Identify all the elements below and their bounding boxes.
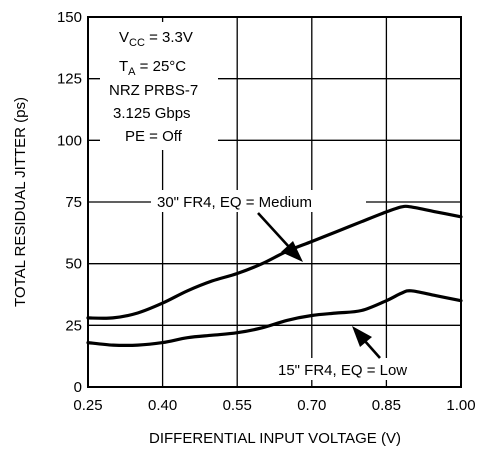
annotation-medium-label: 30" FR4, EQ = Medium [157,194,312,211]
annotation-low: 15" FR4, EQ = Low [274,326,450,380]
y-tick-label: 25 [65,317,82,334]
x-tick-label: 0.70 [297,397,326,414]
condition-rate: 3.125 Gbps [113,105,191,122]
x-tick-label: 0.25 [73,397,102,414]
condition-pattern: NRZ PRBS-7 [109,82,198,99]
annotation-low-background [274,358,450,380]
annotation-low-arrow [363,339,381,359]
x-tick-label: 1.00 [446,397,475,414]
x-tick-label: 0.85 [372,397,401,414]
y-tick-label: 0 [74,379,82,396]
condition-vcc: VCC = 3.3V [119,29,193,49]
condition-ta: TA = 25°C [119,58,186,78]
series-line-medium [86,204,463,320]
annotation-medium-arrowhead [281,241,303,262]
series-line-low [86,289,463,347]
y-tick-label: 100 [57,132,82,149]
conditions-block: VCC = 3.3V TA = 25°C NRZ PRBS-7 3.125 Gb… [100,22,218,150]
plot-frame [87,16,462,388]
conditions-background [100,22,218,150]
y-tick-label: 50 [65,256,82,273]
y-tick-label: 150 [57,9,82,26]
x-tick-label: 0.55 [223,397,252,414]
annotation-low-label: 15" FR4, EQ = Low [278,362,407,379]
condition-pe: PE = Off [125,128,183,145]
annotation-medium: 30" FR4, EQ = Medium [151,190,366,262]
y-axis-title: TOTAL RESIDUAL JITTER (ps) [12,97,29,307]
y-tick-label: 125 [57,71,82,88]
tick-labels: 0.25 0.40 0.55 0.70 0.85 1.00 0 25 50 75 100 125 150 [57,9,476,414]
series-lines [86,204,463,347]
y-tick-label: 75 [65,194,82,211]
annotation-medium-arrow [257,212,291,249]
annotation-medium-background [151,190,366,212]
x-tick-label: 0.40 [148,397,177,414]
annotation-low-arrowhead [352,326,372,347]
x-axis-title: DIFFERENTIAL INPUT VOLTAGE (V) [149,430,401,447]
